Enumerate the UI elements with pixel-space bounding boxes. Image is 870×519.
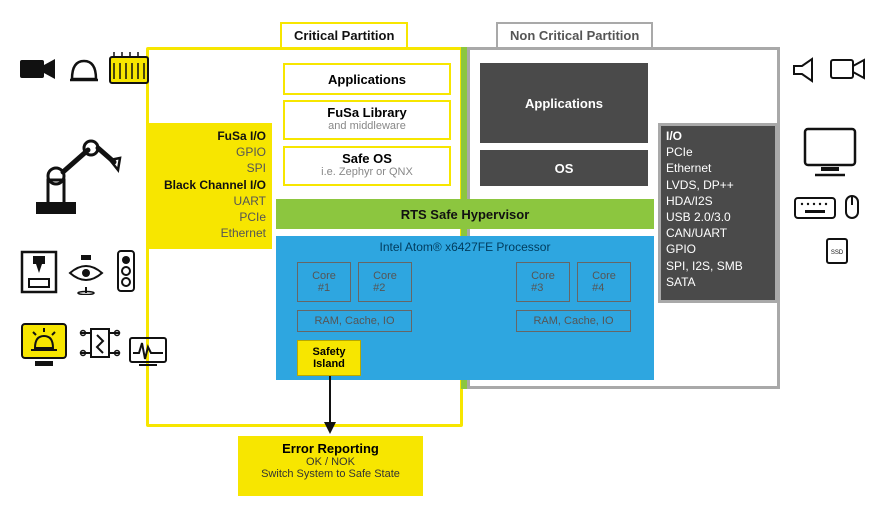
fusa-io-eth: Ethernet (150, 225, 266, 241)
io-eth: Ethernet (666, 160, 776, 176)
error-title: Error Reporting (238, 441, 423, 456)
noncritical-os-label: OS (555, 161, 574, 176)
fusa-io-gpio: GPIO (150, 144, 266, 160)
right-io-text: I/O PCIe Ethernet LVDS, DP++ HDA/I2S USB… (666, 128, 776, 290)
safe-os-sub: i.e. Zephyr or QNX (285, 166, 449, 178)
critical-apps-box: Applications (283, 63, 451, 95)
ram-left: RAM, Cache, IO (297, 310, 412, 332)
fusa-library-label: FuSa Library (285, 105, 449, 120)
critical-partition-label: Critical Partition (294, 28, 394, 43)
speaker-icon (790, 54, 824, 86)
mouse-icon (842, 192, 862, 222)
noncritical-partition-label: Non Critical Partition (510, 28, 639, 43)
safe-os-label: Safe OS (285, 151, 449, 166)
core-3: Core#3 (516, 262, 570, 302)
noncritical-os-box: OS (480, 150, 648, 186)
dome-icon (66, 52, 102, 86)
io-can: CAN/UART (666, 225, 776, 241)
keyboard-icon (792, 194, 838, 222)
io-sata: SATA (666, 274, 776, 290)
cnc-icon (18, 248, 60, 296)
fusa-io-pcie: PCIe (150, 209, 266, 225)
noncritical-apps-box: Applications (480, 63, 648, 143)
noncritical-apps-label: Applications (525, 96, 603, 111)
videocam-outline-icon (828, 52, 868, 86)
hypervisor-label: RTS Safe Hypervisor (401, 207, 530, 222)
camera-icon (18, 52, 58, 86)
fusa-io-uart: UART (150, 193, 266, 209)
error-line2: Switch System to Safe State (238, 468, 423, 480)
safety-arrow (320, 376, 340, 436)
traffic-light-icon (112, 248, 140, 298)
fusa-library-box: FuSa Library and middleware (283, 100, 451, 140)
fusa-io-title: FuSa I/O (150, 128, 266, 144)
monitor-icon (800, 124, 860, 180)
robot-arm-icon (24, 130, 124, 220)
io-title: I/O (666, 128, 776, 144)
safety-island-box: Safety Island (297, 340, 361, 376)
core-2: Core#2 (358, 262, 412, 302)
processor-title: Intel Atom® x6427FE Processor (276, 240, 654, 254)
core-1: Core#1 (297, 262, 351, 302)
relay-icon (78, 320, 122, 366)
safe-os-box: Safe OS i.e. Zephyr or QNX (283, 146, 451, 186)
alarm-monitor-icon (18, 320, 70, 370)
error-line1: OK / NOK (238, 456, 423, 468)
io-lvds: LVDS, DP++ (666, 177, 776, 193)
plc-module-icon (106, 48, 152, 88)
fusa-io-spi: SPI (150, 160, 266, 176)
noncritical-partition-tab: Non Critical Partition (496, 22, 653, 49)
safety-island-label: Safety Island (298, 346, 360, 370)
oscilloscope-icon (126, 332, 170, 372)
io-usb: USB 2.0/3.0 (666, 209, 776, 225)
io-gpio: GPIO (666, 241, 776, 257)
critical-apps-label: Applications (328, 72, 406, 87)
core-4: Core#4 (577, 262, 631, 302)
io-hda: HDA/I2S (666, 193, 776, 209)
error-reporting-box: Error Reporting OK / NOK Switch System t… (238, 436, 423, 496)
io-spi: SPI, I2S, SMB (666, 258, 776, 274)
hypervisor-bar: RTS Safe Hypervisor (276, 199, 654, 229)
fusa-library-sub: and middleware (285, 120, 449, 132)
critical-partition-tab: Critical Partition (280, 22, 408, 49)
svg-text:SSD: SSD (831, 250, 844, 256)
io-pcie: PCIe (666, 144, 776, 160)
ssd-icon: SSD (822, 234, 852, 268)
vision-sensor-icon (66, 252, 106, 296)
ram-right: RAM, Cache, IO (516, 310, 631, 332)
black-channel-title: Black Channel I/O (150, 177, 266, 193)
fusa-io-text: FuSa I/O GPIO SPI Black Channel I/O UART… (150, 128, 266, 241)
